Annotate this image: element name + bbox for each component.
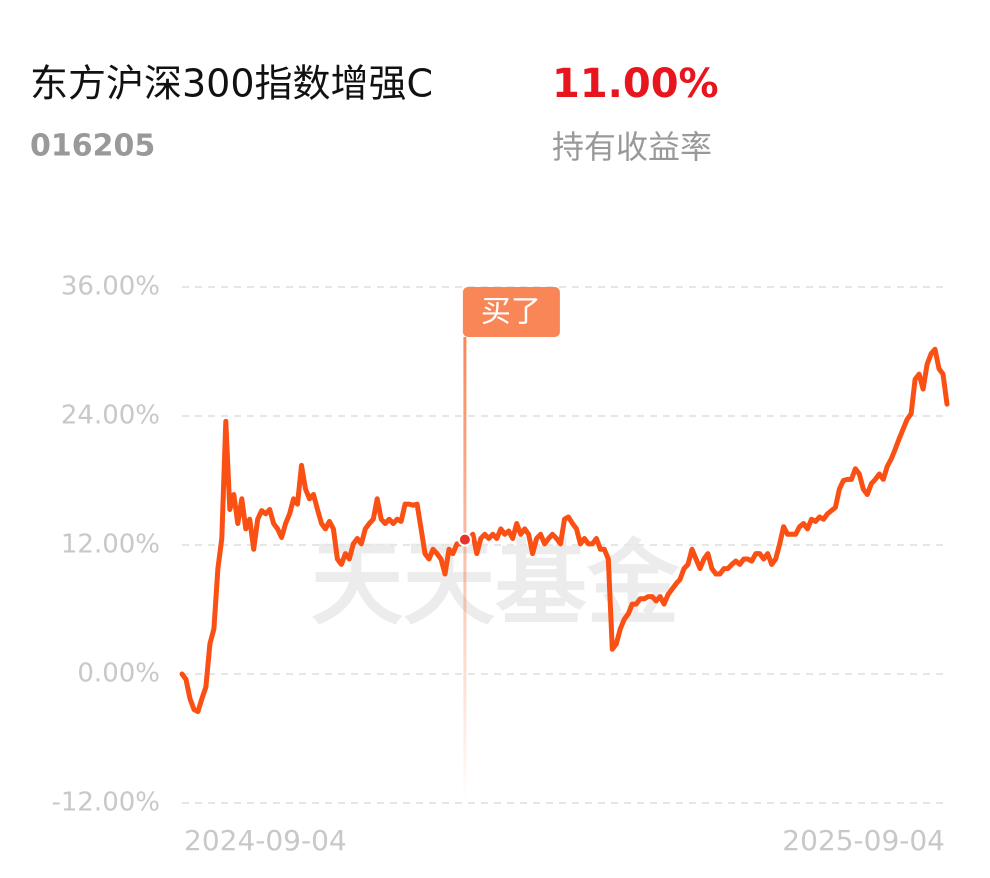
line-series — [179, 346, 950, 715]
y-tick-label: -12.00% — [51, 788, 160, 818]
buy-tag — [462, 287, 560, 337]
buy-line — [463, 337, 467, 803]
fund-name: 东方沪深300指数增强C — [30, 62, 433, 106]
buy-tag-text: 买了 — [481, 295, 541, 330]
y-tick-label: 36.00% — [61, 272, 160, 302]
watermark: 天天基金 — [311, 530, 680, 637]
return-label: 持有收益率 — [552, 128, 712, 166]
x-tick-label: 2024-09-04 — [184, 824, 347, 857]
buy-point — [457, 532, 472, 547]
x-tick-label: 2025-09-04 — [782, 824, 945, 857]
y-tick-label: 0.00% — [77, 659, 160, 689]
return-value: 11.00% — [552, 61, 719, 107]
fund-code: 016205 — [30, 129, 155, 164]
y-tick-label: 12.00% — [61, 530, 160, 560]
y-tick-label: 24.00% — [61, 401, 160, 431]
